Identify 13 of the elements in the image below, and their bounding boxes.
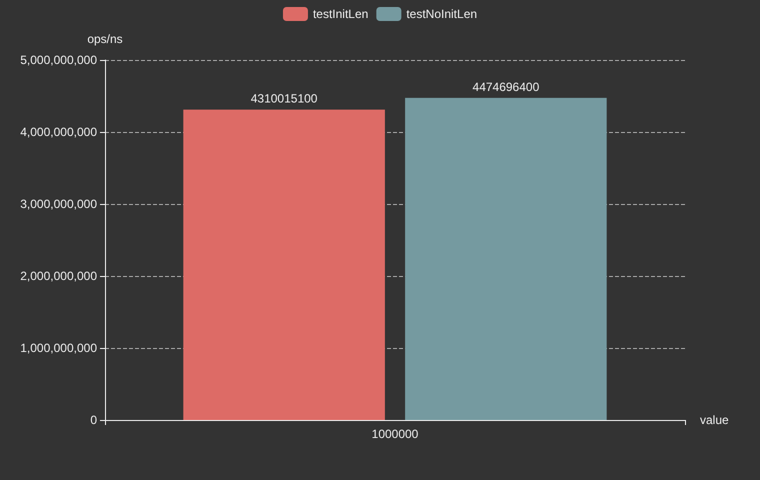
- y-tick-label: 3,000,000,000: [20, 197, 98, 211]
- y-tick-label: 2,000,000,000: [20, 269, 98, 283]
- x-axis-title: value: [700, 413, 730, 427]
- x-tick-label: 1000000: [372, 427, 419, 441]
- y-tick-label: 0: [90, 413, 98, 427]
- data-label: 4474696400: [472, 80, 540, 94]
- y-tick-label: 5,000,000,000: [20, 53, 98, 67]
- data-label: 4310015100: [250, 92, 318, 106]
- legend-label: testInitLen: [312, 7, 368, 21]
- y-tick-label: 1,000,000,000: [20, 341, 98, 355]
- legend-label: testNoInitLen: [406, 7, 478, 21]
- y-axis-title: ops/ns: [87, 32, 123, 46]
- y-tick-label: 4,000,000,000: [20, 125, 98, 139]
